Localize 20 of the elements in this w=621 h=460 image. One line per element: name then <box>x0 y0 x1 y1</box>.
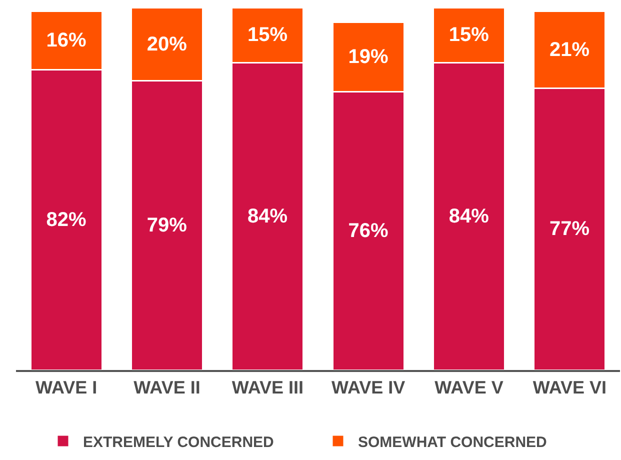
legend-label: EXTREMELY CONCERNED <box>83 434 274 451</box>
data-label: 84% <box>248 205 288 228</box>
data-label: 82% <box>46 208 86 231</box>
x-tick-label: WAVE VI <box>532 378 607 398</box>
x-tick-label: WAVE II <box>134 378 200 398</box>
x-tick-label: WAVE III <box>232 378 304 398</box>
data-label: 19% <box>348 46 388 68</box>
x-tick-label: WAVE IV <box>331 378 406 398</box>
data-label: 79% <box>146 214 188 236</box>
data-label: 21% <box>550 38 590 61</box>
data-label: 15% <box>248 24 288 46</box>
x-tick-label: WAVE I <box>35 378 98 398</box>
x-tick-label: WAVE V <box>434 378 504 398</box>
data-label: 84% <box>448 205 490 228</box>
data-label: 20% <box>146 33 188 56</box>
data-label: 16% <box>46 30 86 52</box>
data-label: 77% <box>550 218 590 240</box>
data-label: 15% <box>448 24 490 46</box>
data-label: 76% <box>348 220 388 242</box>
legend-label: SOMEWHAT CONCERNED <box>358 434 548 451</box>
